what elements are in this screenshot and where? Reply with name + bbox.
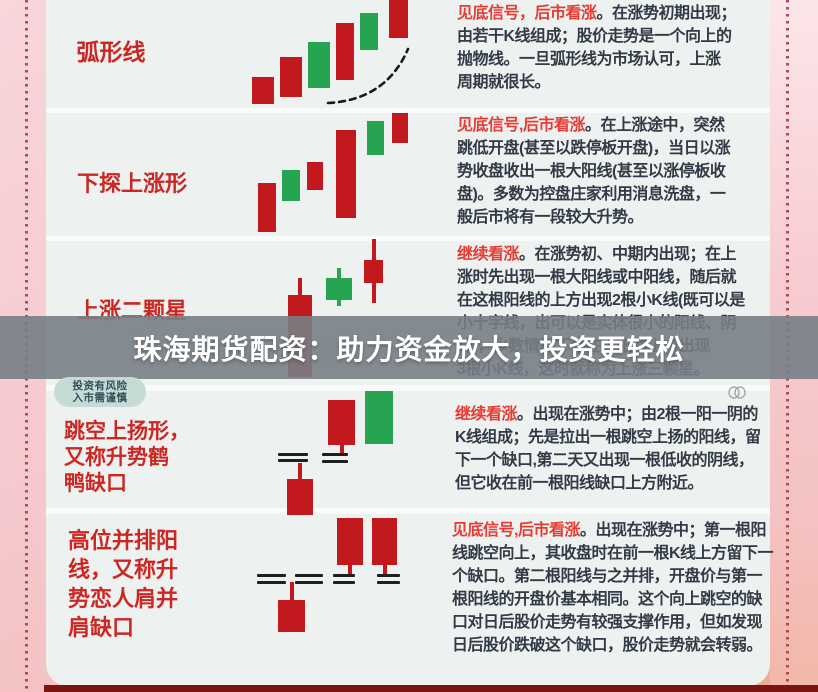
description-line: 跳低开盘(甚至以跌停板开盘)，当日以涨 (457, 140, 731, 157)
watermark-band (0, 316, 818, 379)
description-line: 势收盘收出一根大阳线(甚至以涨停板收 (457, 163, 726, 180)
row-separator (46, 108, 770, 113)
signal-text: 见底信号，后市看涨 (457, 5, 597, 22)
row-separator (46, 508, 770, 514)
pattern-label-5: 高位并排阳线，又称升势恋人肩并肩缺口 (68, 526, 178, 642)
disclaimer-line: 投资有风险 (72, 379, 128, 392)
description-line: 但它收在前一根阳线缺口上方附近。 (455, 475, 704, 492)
row-separator (46, 236, 770, 241)
signal-text: 继续看涨 (457, 246, 520, 263)
pattern-label-line: 跳空上扬形， (64, 420, 190, 443)
mini-circle-icon (728, 386, 746, 399)
watermark-text: 珠海期货配资：助力资金放大，投资更轻松 (133, 333, 685, 365)
description-line: K线组成；先是拉出一根跳空上扬的阳线，留 (455, 429, 761, 446)
pattern-label-1: 弧形线 (46, 33, 176, 67)
description-line: 由若干K线组成；股价走势是一个向上的 (457, 28, 732, 45)
pattern-text-5: 见底信号,后市看涨。出现在涨势中；第一根阳 线跳空向上，其收盘时在前一根K线上方留… (452, 519, 774, 657)
signal-text: 继续看涨 (455, 406, 518, 423)
disclaimer-line: 入市需谨慎 (72, 392, 128, 404)
pattern-label-line: 鸭缺口 (64, 472, 127, 495)
pattern-text-4: 继续看涨。出现在涨势中；由2根一阳一阴的 K线组成；先是拉出一根跳空上扬的阳线，留… (455, 403, 761, 495)
description-line: 般后市将有一段较大升势。 (457, 209, 644, 226)
description-line: 线跳空向上，其收盘时在前一根K线上方留下一 (452, 545, 774, 562)
pattern-label-4: 跳空上扬形， 又称升势鹤鸭缺口 (64, 419, 190, 497)
risk-disclaimer-badge: 投资有风险 入市需谨慎 (54, 377, 146, 407)
pattern-label-line: 线，又称升 (68, 557, 179, 582)
description-line: 见底信号,后市看涨。出现在涨势中；第一根阳 (452, 522, 766, 539)
description-line: 周期就很长。 (457, 74, 551, 91)
description-line: 下一个缺口,第二天又出现一根低收的阴线， (455, 452, 754, 469)
pattern-text-1: 见底信号，后市看涨。在涨势初期出现； 由若干K线组成；股价走势是一个向上的 抛物线。… (457, 2, 737, 94)
signal-text: 见底信号,后市看涨 (452, 522, 580, 539)
pattern-label-line: 又称升势鹤 (64, 446, 169, 469)
description-line: 见底信号,后市看涨。在上涨途中，突然 (457, 117, 725, 134)
pattern-label-line: 肩缺口 (68, 615, 135, 640)
pattern-label-line: 弧形线 (76, 39, 146, 65)
pattern-text-2: 见底信号,后市看涨。在上涨途中，突然 跳低开盘(甚至以跌停板开盘)，当日以涨 势收盘… (457, 114, 731, 229)
description-line: 在这根阳线的上方出现2根小K线(既可以是 (457, 292, 745, 309)
description-line: 口对日后股价走势有较强支撑作用，但如发现 (452, 614, 763, 631)
row-separator (46, 385, 770, 391)
pattern-label-2: 下探上涨形 (46, 166, 218, 198)
description-line: 个缺口。第二根阳线与之并排，开盘价与第一 (452, 568, 763, 585)
pattern-label-line: 高位并排阳 (68, 528, 179, 553)
description-line: 见底信号，后市看涨。在涨势初期出现； (457, 5, 737, 22)
description-line: 日后股价跌破这个缺口，股价走势就会转弱。 (452, 637, 763, 654)
pattern-label-line: 下探上涨形 (76, 171, 187, 196)
signal-text: 见底信号,后市看涨 (457, 117, 585, 134)
description-line: 继续看涨。出现在涨势中；由2根一阳一阴的 (455, 406, 758, 423)
description-line: 涨时先出现一根大阳线或中阳线，随后就 (457, 269, 737, 286)
description-line: 根阳线的开盘价基本相同。这个向上跳空的缺 (452, 591, 763, 608)
description-line: 盘)。多数为控盘庄家利用消息洗盘，一 (457, 186, 726, 203)
description-line: 继续看涨。在涨势初、中期内出现；在上 (457, 246, 737, 263)
pattern-label-line: 势恋人肩并 (68, 586, 179, 611)
description-line: 抛物线。一旦弧形线为市场认可，上涨 (457, 51, 721, 68)
bottom-dark-bar (44, 685, 818, 692)
